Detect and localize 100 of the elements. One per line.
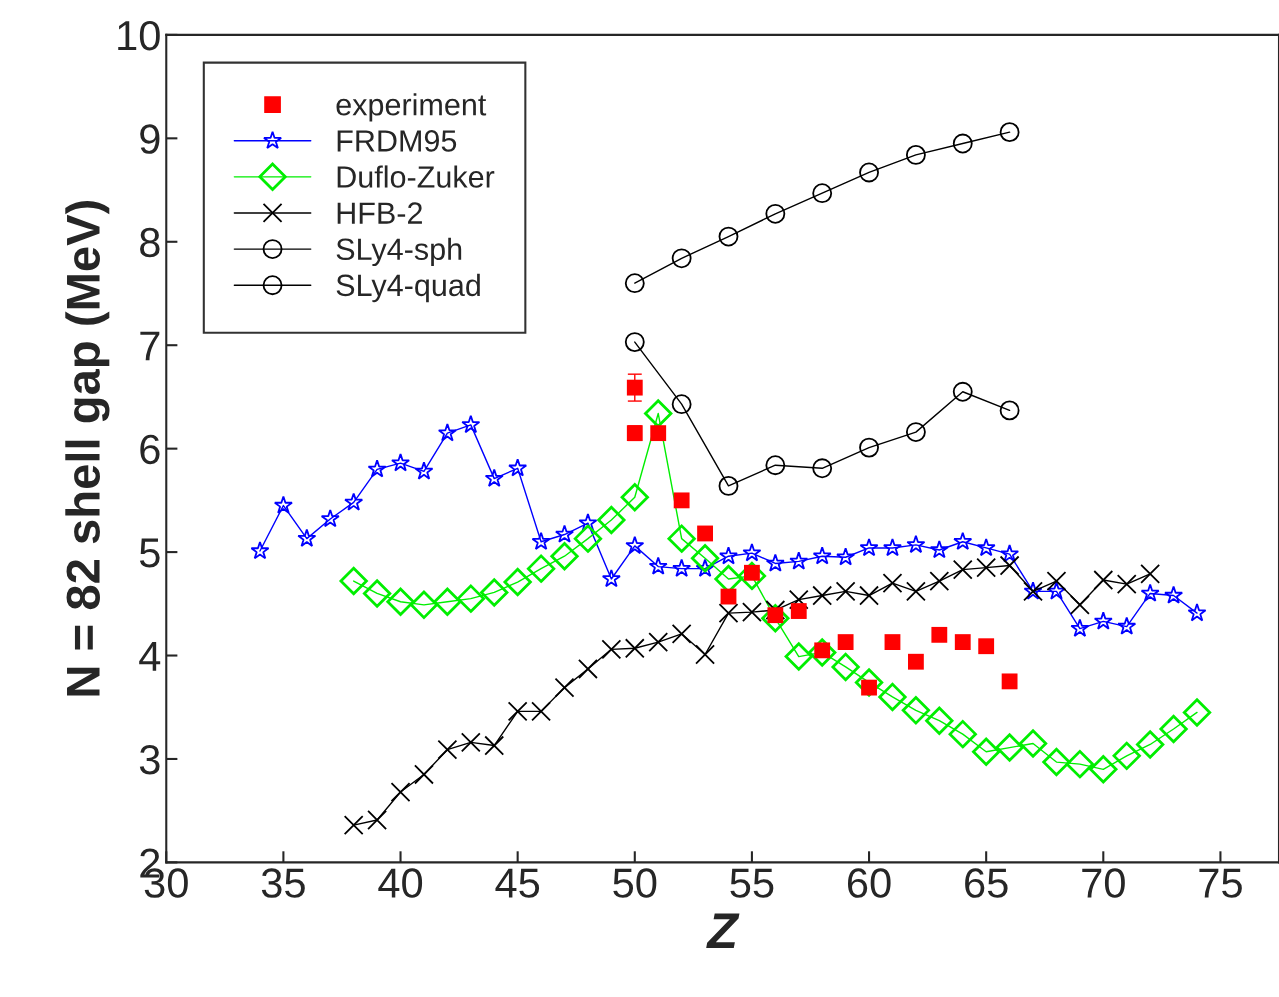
point (273, 495, 293, 514)
point (812, 585, 833, 606)
point (1089, 755, 1118, 784)
point (414, 764, 434, 785)
x-tick-label: 70 (1082, 868, 1125, 898)
y-tick-label: 4 (139, 641, 161, 671)
point (503, 567, 532, 597)
point (648, 556, 668, 575)
y-tick-label: 3 (139, 744, 160, 775)
point (484, 468, 504, 487)
y-tick-label: 6 (140, 434, 160, 465)
point (972, 737, 1001, 766)
point (650, 425, 667, 442)
point (836, 547, 856, 566)
point (601, 639, 622, 660)
point (597, 505, 626, 535)
point (788, 589, 809, 610)
point (1182, 698, 1212, 727)
point (761, 604, 790, 633)
point (531, 701, 552, 722)
point (906, 534, 926, 554)
point (550, 542, 579, 571)
point (409, 590, 439, 619)
point (1042, 747, 1071, 777)
legend-label: Duflo-Zuker (337, 165, 495, 188)
point (456, 584, 485, 613)
point (1136, 730, 1165, 759)
point (878, 682, 907, 712)
point (1065, 749, 1095, 779)
x-tick-label: 40 (378, 868, 423, 898)
point (624, 638, 645, 659)
point (859, 437, 879, 458)
point (859, 585, 879, 606)
point (1140, 583, 1160, 602)
point (1164, 585, 1184, 604)
point (952, 133, 973, 154)
point (718, 475, 739, 496)
point (644, 399, 673, 428)
point (554, 677, 575, 698)
point (976, 557, 997, 578)
point (1070, 618, 1090, 637)
point (765, 553, 785, 572)
point (667, 524, 696, 553)
point (507, 701, 528, 722)
point (831, 652, 860, 682)
point (414, 461, 434, 480)
point (948, 719, 977, 749)
point (905, 581, 926, 602)
point (837, 634, 854, 650)
point (931, 626, 948, 643)
point (1159, 714, 1188, 744)
point (624, 273, 645, 294)
point (690, 544, 720, 573)
point (925, 706, 954, 735)
point (1046, 581, 1066, 600)
point (250, 541, 270, 560)
point (343, 815, 364, 836)
point (578, 513, 598, 532)
point (905, 422, 926, 443)
point (718, 603, 739, 624)
point (999, 122, 1020, 143)
point (741, 602, 762, 623)
point (578, 659, 598, 679)
point (362, 579, 392, 608)
point (672, 558, 692, 577)
y-tick-label: 9 (140, 124, 160, 154)
x-tick-label: 75 (1199, 868, 1242, 898)
point (790, 603, 807, 619)
point (624, 332, 645, 353)
point (367, 459, 387, 478)
legend-label: SLy4-sph (336, 237, 462, 267)
point (907, 653, 924, 670)
y-tick-label: 7 (140, 331, 160, 361)
point (929, 571, 950, 591)
point (859, 538, 879, 557)
point (1187, 603, 1207, 622)
point (952, 381, 973, 402)
point (901, 696, 931, 725)
point (460, 732, 481, 753)
point (808, 638, 837, 667)
legend-label: FRDM95 (337, 130, 457, 152)
point (719, 546, 738, 565)
point (765, 203, 786, 224)
point (390, 782, 411, 802)
point (601, 569, 621, 588)
x-tick-label: 45 (495, 868, 540, 898)
point (952, 559, 973, 580)
point (999, 400, 1020, 421)
point (480, 578, 509, 607)
point (953, 531, 973, 550)
point (484, 735, 505, 756)
point (1069, 594, 1090, 615)
point (1001, 673, 1018, 690)
point (929, 540, 949, 559)
point (976, 538, 996, 557)
point (697, 525, 713, 542)
x-tick-label: 55 (730, 868, 774, 898)
point (573, 524, 603, 553)
point (1140, 563, 1161, 584)
point (854, 668, 884, 697)
